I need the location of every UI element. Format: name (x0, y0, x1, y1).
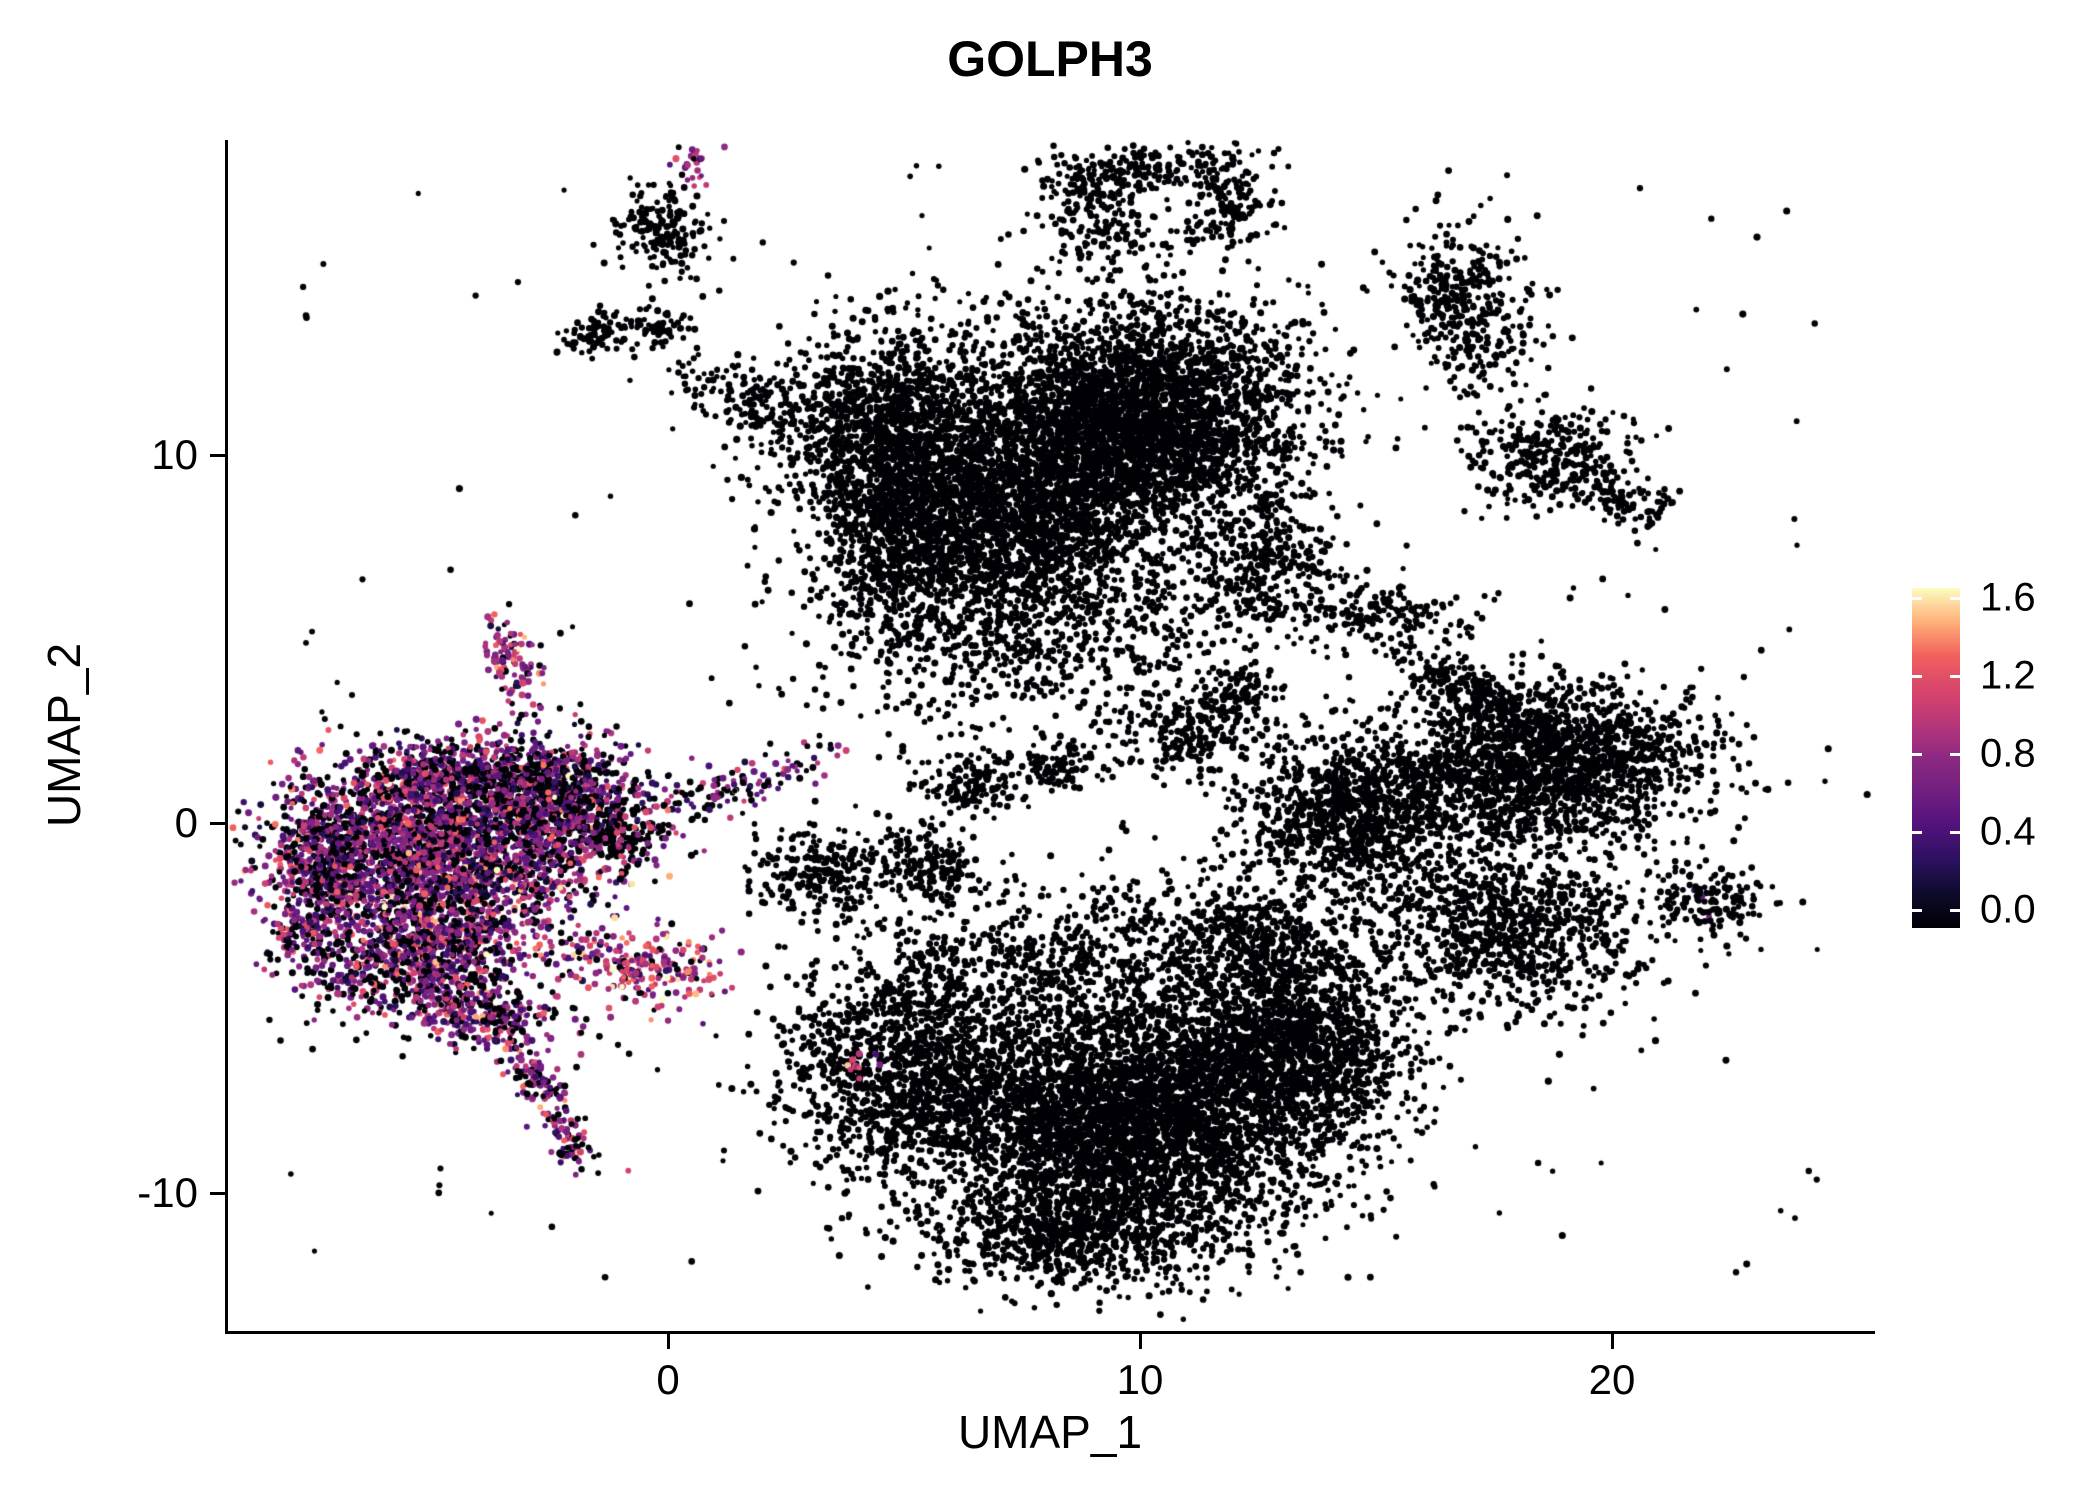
x-tick-label: 0 (656, 1356, 680, 1403)
colorbar-tick-label: 0.4 (1980, 809, 2036, 854)
colorbar-tick-mark (1950, 597, 1960, 600)
x-tick-mark (667, 1334, 670, 1349)
colorbar-tick-mark (1950, 753, 1960, 756)
colorbar-tick-label: 0.8 (1980, 731, 2036, 776)
x-tick-label: 10 (1116, 1356, 1164, 1403)
colorbar-tick-mark (1950, 675, 1960, 678)
colorbar-tick-mark (1912, 675, 1922, 678)
colorbar-tick-mark (1912, 909, 1922, 912)
y-tick-mark (210, 454, 225, 457)
colorbar-tick-mark (1950, 909, 1960, 912)
y-tick-label: 0 (174, 799, 198, 846)
colorbar-tick-mark (1912, 753, 1922, 756)
x-tick-label: 20 (1588, 1356, 1636, 1403)
y-axis-title: UMAP_2 (38, 642, 90, 828)
y-tick-mark (210, 1192, 225, 1195)
x-axis-title: UMAP_1 (957, 1406, 1143, 1458)
colorbar-tick-label: 0.0 (1980, 887, 2036, 932)
x-tick-mark (1139, 1334, 1142, 1349)
colorbar-tick-label: 1.6 (1980, 575, 2036, 620)
y-tick-label: 10 (151, 431, 198, 478)
chart-title: GOLPH3 (947, 31, 1153, 87)
y-tick-label: -10 (137, 1169, 198, 1216)
colorbar-tick-mark (1912, 597, 1922, 600)
colorbar-tick-mark (1950, 831, 1960, 834)
colorbar-gradient (1912, 588, 1960, 928)
colorbar-tick-mark (1912, 831, 1922, 834)
y-axis-line (225, 140, 228, 1334)
y-tick-mark (210, 822, 225, 825)
colorbar (1912, 588, 1960, 928)
x-axis-line (225, 1331, 1875, 1334)
colorbar-tick-label: 1.2 (1980, 653, 2036, 698)
x-tick-mark (1611, 1334, 1614, 1349)
